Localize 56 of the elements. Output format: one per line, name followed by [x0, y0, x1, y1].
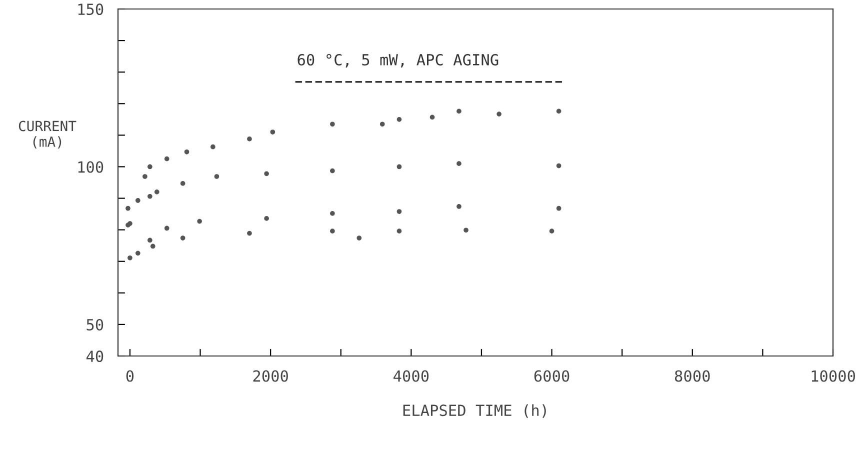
point: [330, 122, 335, 127]
point: [396, 164, 402, 170]
point: [164, 156, 170, 162]
point: [180, 181, 186, 186]
text: 60 °C, 5 mW, APC AGING: [298, 54, 498, 68]
point: [556, 163, 562, 168]
point: [247, 230, 252, 236]
point: [135, 250, 140, 256]
point: [496, 112, 502, 116]
x-tick-label: 8000: [674, 370, 710, 382]
x-tick-label: 6000: [534, 370, 570, 382]
point: [210, 144, 216, 150]
point: [330, 210, 335, 216]
point: [154, 190, 160, 194]
point: [247, 136, 252, 142]
y-axis-title: CURRENT (mA): [18, 120, 76, 149]
point: [214, 174, 220, 179]
point: [330, 228, 335, 234]
point: [142, 174, 148, 179]
point: [264, 216, 269, 221]
point: [147, 164, 152, 170]
point: [264, 171, 269, 176]
point: [184, 149, 190, 154]
point: [180, 236, 186, 240]
point: [126, 206, 130, 211]
x-tick-label: 0: [126, 370, 134, 382]
point: [456, 204, 462, 209]
point: [135, 198, 140, 203]
point: [147, 194, 152, 199]
point: [396, 209, 402, 214]
y-tick-label: 50: [86, 318, 104, 331]
point: [556, 108, 562, 114]
y-tick-label: 150: [78, 4, 104, 16]
point: [270, 130, 276, 134]
point: [456, 161, 462, 166]
point: [197, 218, 202, 224]
point: [556, 206, 562, 211]
point: [396, 228, 402, 234]
point: [150, 244, 156, 249]
point: [164, 226, 170, 231]
point: [330, 168, 335, 174]
point: [380, 122, 385, 127]
y-tick-label: 40: [86, 350, 104, 362]
point: [464, 228, 468, 233]
x-axis-title: ELAPSED TIME (h): [403, 404, 546, 418]
point: [128, 255, 132, 260]
point: [396, 116, 402, 122]
point: [430, 114, 435, 120]
x-tick-label: 10000: [812, 370, 856, 382]
point: [356, 236, 362, 240]
point: [549, 228, 554, 234]
y-tick-label: 100: [78, 161, 104, 173]
point: [147, 238, 152, 243]
x-tick-label: 4000: [394, 370, 429, 382]
point: [456, 108, 462, 114]
x-tick-label: 2000: [253, 370, 288, 382]
